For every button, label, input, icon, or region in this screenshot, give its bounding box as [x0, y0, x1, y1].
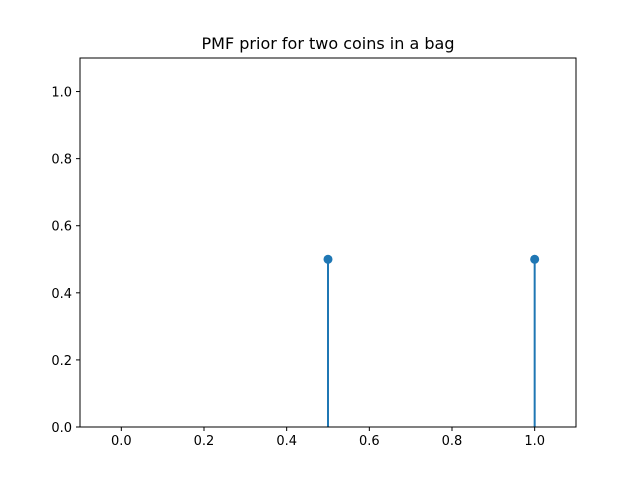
- stem-marker: [530, 254, 540, 264]
- x-axis: 0.0 0.2 0.4 0.6 0.8 1.0: [111, 427, 545, 449]
- x-tick-label: 0.0: [111, 434, 132, 449]
- x-tick-label: 1.0: [524, 434, 545, 449]
- chart-title: PMF prior for two coins in a bag: [202, 34, 455, 53]
- x-tick-label: 0.6: [359, 434, 380, 449]
- plot-area: [323, 254, 540, 427]
- y-tick-label: 0.8: [51, 153, 72, 168]
- y-tick-label: 0.4: [51, 287, 72, 302]
- y-tick-label: 0.6: [51, 220, 72, 235]
- y-tick-label: 1.0: [51, 86, 72, 101]
- stem-marker: [323, 254, 333, 264]
- x-tick-label: 0.8: [442, 434, 463, 449]
- y-axis: 0.0 0.2 0.4 0.6 0.8 1.0: [51, 86, 80, 436]
- y-tick-label: 0.2: [51, 354, 72, 369]
- x-tick-label: 0.2: [194, 434, 215, 449]
- x-tick-label: 0.4: [276, 434, 297, 449]
- plot-frame: [79, 57, 577, 428]
- y-tick-label: 0.0: [51, 421, 72, 436]
